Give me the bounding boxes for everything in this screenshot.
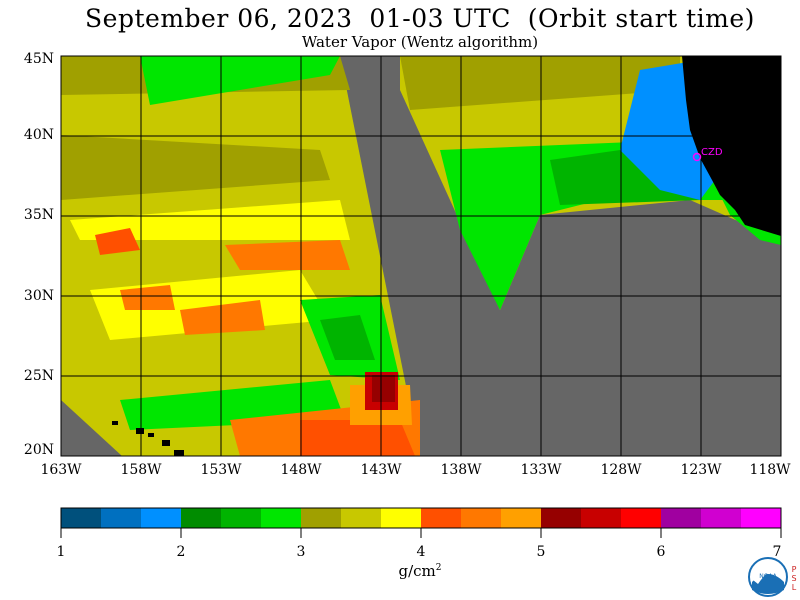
colorbar-tick-label: 1 [56, 544, 66, 560]
city-marker: CZD [692, 147, 723, 162]
colorbar-cell [421, 508, 462, 528]
lat-label: 25N [23, 368, 54, 384]
left-swath [61, 56, 420, 456]
lon-label: 148W [280, 462, 322, 478]
lon-label: 138W [440, 462, 482, 478]
colorbar-tick-label: 3 [296, 544, 306, 560]
colorbar-tick-label: 6 [656, 544, 666, 560]
colorbar-cell [101, 508, 142, 528]
lon-label: 123W [680, 462, 722, 478]
colorbar-cell [461, 508, 502, 528]
colorbar-cell [261, 508, 302, 528]
lat-label: 45N [23, 51, 54, 67]
city-dot-icon [692, 152, 702, 162]
lon-label: 163W [40, 462, 82, 478]
colorbar-tick-label: 2 [176, 544, 186, 560]
lon-label: 133W [520, 462, 562, 478]
colorbar-cell [61, 508, 102, 528]
colorbar-cell [381, 508, 422, 528]
colorbar-cell [341, 508, 382, 528]
colorbar-cell [621, 508, 662, 528]
colorbar-tick-label: 5 [536, 544, 546, 560]
lat-label: 35N [23, 207, 54, 223]
lon-label: 158W [120, 462, 162, 478]
lon-label: 128W [600, 462, 642, 478]
colorbar-cell [221, 508, 262, 528]
colorbar-cell [141, 508, 182, 528]
svg-text:PSL: PSL [791, 565, 796, 592]
colorbar-cell [581, 508, 622, 528]
lon-label: 143W [360, 462, 402, 478]
noaa-logo-text: NOAA [759, 573, 777, 580]
right-swath [400, 56, 781, 310]
lat-label: 40N [23, 127, 54, 143]
map-frame [60, 55, 782, 457]
colorbar-cell [181, 508, 222, 528]
colorbar-cell [741, 508, 782, 528]
colorbar-cell [541, 508, 582, 528]
lon-label: 118W [749, 462, 791, 478]
colorbar-unit-label: g/cm2 [398, 562, 442, 580]
colorbar-cell [301, 508, 342, 528]
land-mass [682, 56, 781, 236]
lat-label: 20N [23, 442, 54, 458]
colorbar-tick-label: 4 [416, 544, 426, 560]
lon-label: 153W [200, 462, 242, 478]
chart-title: September 06, 2023 01-03 UTC (Orbit star… [85, 4, 755, 33]
city-label: CZD [701, 147, 723, 158]
colorbar-tick-label: 7 [772, 544, 782, 560]
colorbar-cell [661, 508, 702, 528]
colorbar-cell [701, 508, 742, 528]
noaa-logo: NOAA [748, 557, 788, 597]
colorbar-cell [501, 508, 542, 528]
chart-subtitle: Water Vapor (Wentz algorithm) [301, 33, 539, 51]
hawaiian-islands [112, 421, 184, 456]
lat-lon-grid [61, 56, 781, 456]
lat-label: 30N [23, 288, 54, 304]
